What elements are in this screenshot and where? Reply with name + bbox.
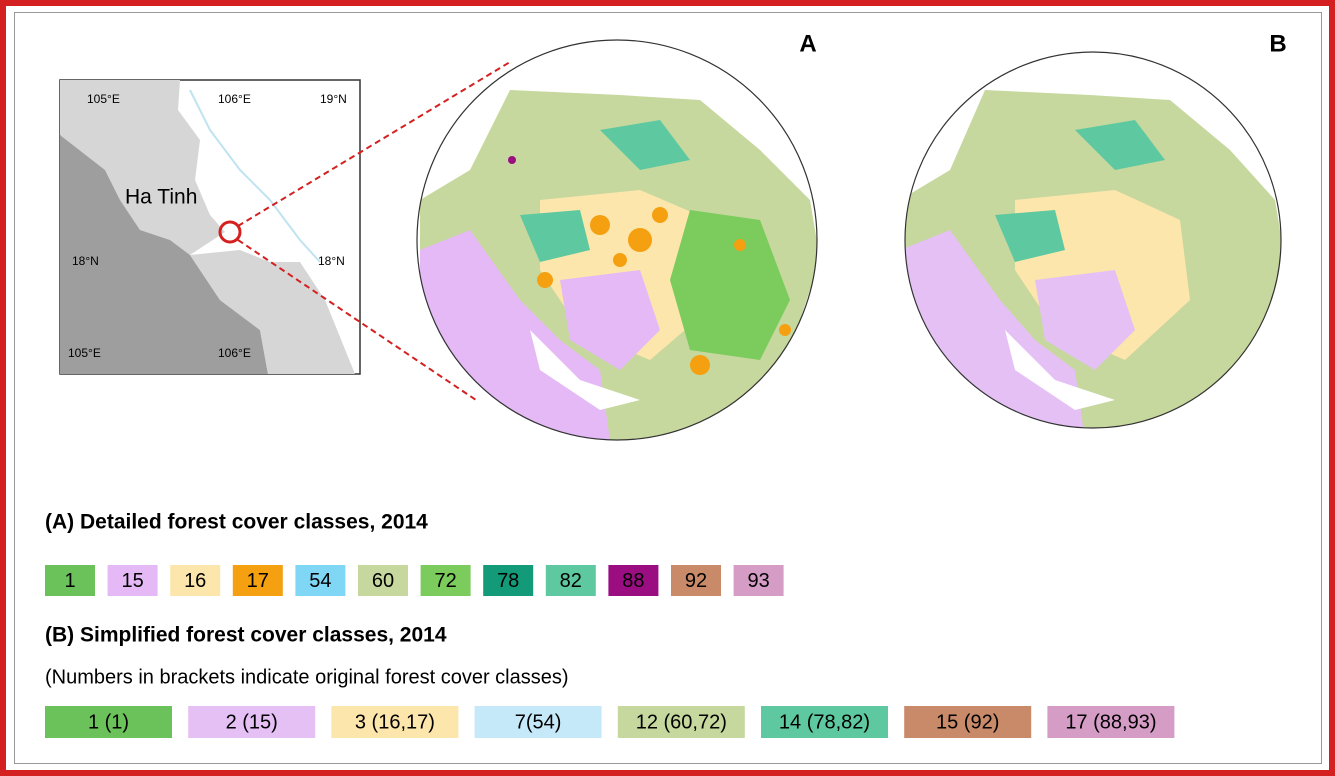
map-label: 18°N xyxy=(72,254,99,268)
legend-label: 1 (1) xyxy=(88,711,129,733)
panel-label: B xyxy=(1269,30,1286,57)
legend-label: 78 xyxy=(497,570,519,592)
map-label: 19°N xyxy=(320,92,347,106)
map-label: Ha Tinh xyxy=(125,186,197,209)
legend-label: 14 (78,82) xyxy=(779,711,870,733)
legend-label: 15 xyxy=(121,570,143,592)
legend-label: 12 (60,72) xyxy=(636,711,727,733)
legend-label: 16 xyxy=(184,570,206,592)
legend-title: (A) Detailed forest cover classes, 2014 xyxy=(45,511,428,534)
legend-label: 60 xyxy=(372,570,394,592)
legend-label: 92 xyxy=(685,570,707,592)
legend-label: 15 (92) xyxy=(936,711,999,733)
legend-label: 54 xyxy=(309,570,331,592)
map-label: 106°E xyxy=(218,92,251,106)
legend-label: 17 xyxy=(247,570,269,592)
forest-map-b xyxy=(890,40,1290,440)
legend-label: 93 xyxy=(747,570,769,592)
legend-label: 1 xyxy=(64,570,75,592)
legend-label: 17 (88,93) xyxy=(1065,711,1156,733)
legend-label: 7(54) xyxy=(515,711,562,733)
legend-label: 82 xyxy=(560,570,582,592)
legend-label: 3 (16,17) xyxy=(355,711,435,733)
inset-map: 105°E 106°E 19°N Ha Tinh 18°N 18°N 105°E… xyxy=(60,80,360,374)
panel-label: A xyxy=(799,30,816,57)
map-label: 106°E xyxy=(218,346,251,360)
legend-label: 72 xyxy=(434,570,456,592)
map-label: 105°E xyxy=(68,346,101,360)
map-label: 105°E xyxy=(87,92,120,106)
legend-title: (B) Simplified forest cover classes, 201… xyxy=(45,624,447,647)
legend-label: 2 (15) xyxy=(226,711,278,733)
legend-note: (Numbers in brackets indicate original f… xyxy=(45,666,569,688)
map-label: 18°N xyxy=(318,254,345,268)
legend-label: 88 xyxy=(622,570,644,592)
forest-map-a xyxy=(410,40,830,440)
figure: 105°E 106°E 19°N Ha Tinh 18°N 18°N 105°E… xyxy=(0,0,1335,776)
